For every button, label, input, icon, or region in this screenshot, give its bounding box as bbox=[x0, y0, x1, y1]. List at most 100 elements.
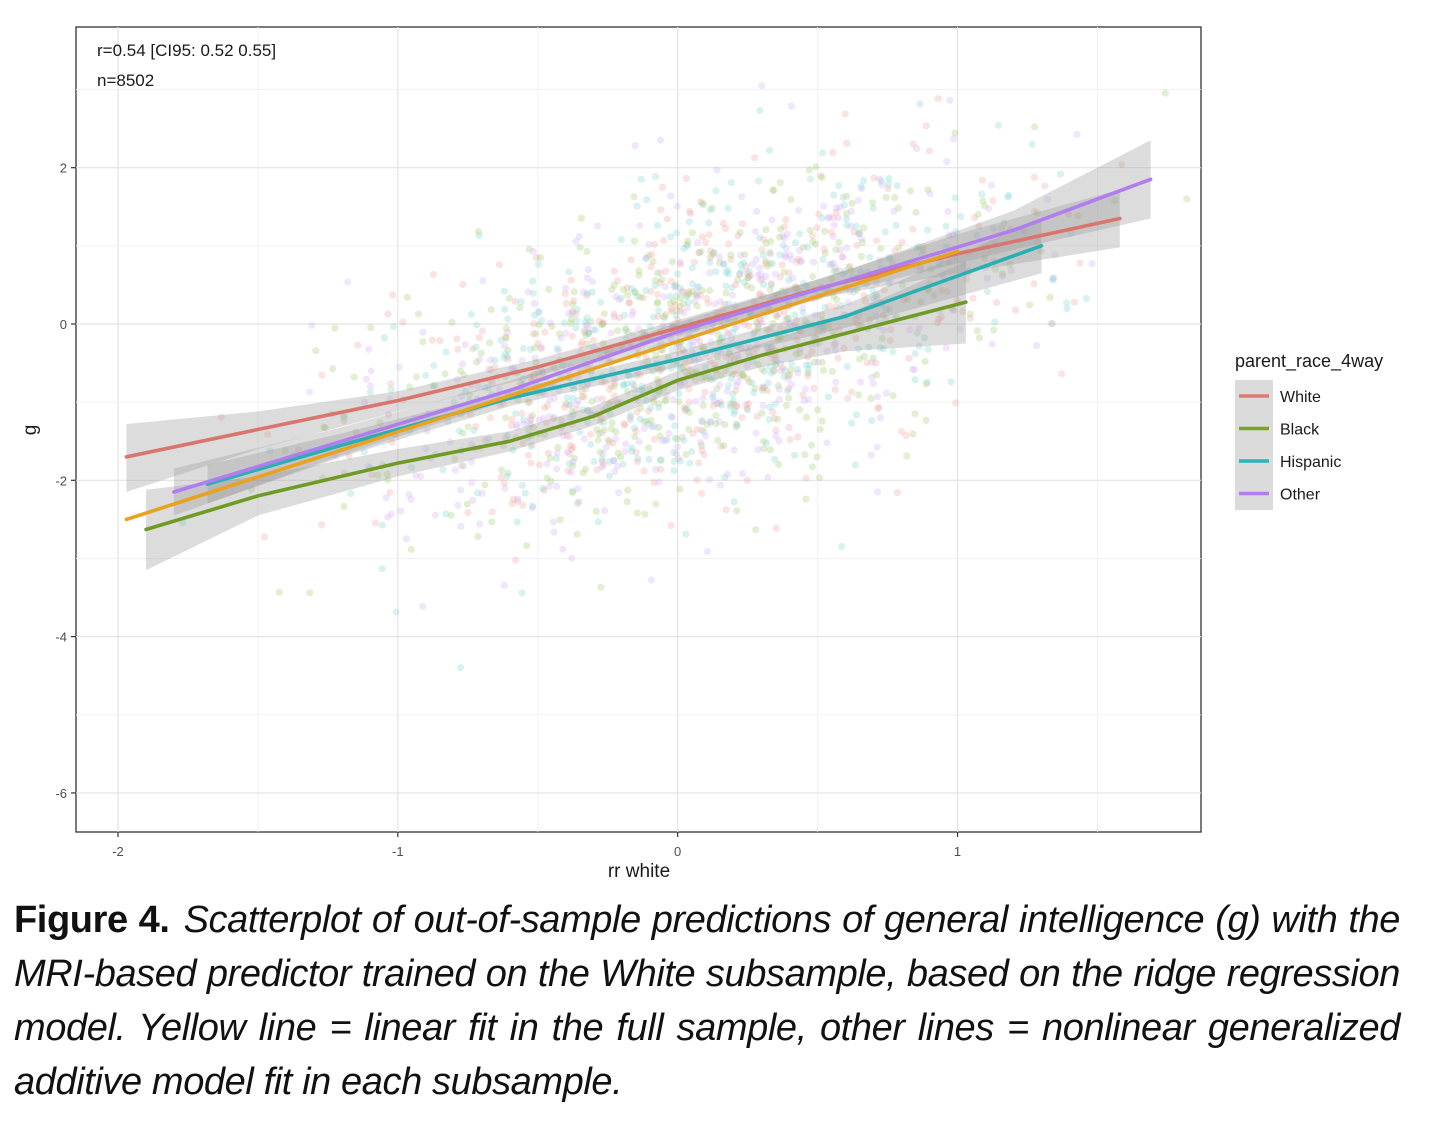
data-point bbox=[596, 448, 604, 456]
data-point bbox=[946, 96, 954, 104]
data-point bbox=[700, 343, 708, 351]
data-point bbox=[743, 282, 751, 290]
data-point bbox=[636, 371, 644, 379]
data-point bbox=[762, 226, 770, 234]
data-point bbox=[458, 360, 466, 368]
data-point bbox=[713, 166, 721, 174]
data-point bbox=[718, 305, 727, 313]
data-point bbox=[718, 401, 726, 409]
data-point bbox=[697, 342, 705, 350]
data-point bbox=[620, 311, 628, 319]
data-point bbox=[743, 476, 751, 484]
data-point bbox=[583, 274, 592, 282]
data-point bbox=[868, 199, 877, 207]
data-point bbox=[662, 267, 670, 275]
data-point bbox=[783, 387, 792, 395]
data-point bbox=[386, 488, 394, 497]
data-point bbox=[765, 363, 774, 371]
data-point bbox=[774, 291, 782, 299]
data-point bbox=[610, 310, 618, 318]
data-point bbox=[639, 294, 647, 302]
data-point bbox=[854, 391, 863, 399]
data-point bbox=[647, 288, 655, 296]
data-point bbox=[683, 240, 691, 249]
data-point bbox=[501, 342, 509, 350]
x-tick-label: -2 bbox=[112, 844, 124, 859]
data-point bbox=[811, 311, 819, 319]
data-point bbox=[689, 337, 697, 346]
data-point bbox=[553, 344, 562, 353]
data-point bbox=[714, 436, 722, 445]
data-point bbox=[732, 420, 740, 428]
data-point bbox=[759, 384, 767, 392]
data-point bbox=[835, 326, 843, 334]
data-point bbox=[879, 345, 888, 353]
data-point bbox=[487, 366, 495, 374]
data-point bbox=[565, 460, 573, 468]
data-point bbox=[600, 426, 608, 434]
data-point bbox=[523, 542, 531, 550]
data-point bbox=[737, 344, 745, 352]
data-point bbox=[657, 465, 665, 473]
data-point bbox=[565, 450, 574, 458]
data-point bbox=[744, 400, 753, 408]
data-point bbox=[548, 322, 556, 330]
data-point bbox=[698, 489, 706, 497]
data-point bbox=[788, 360, 796, 368]
data-point bbox=[923, 378, 931, 386]
data-point bbox=[685, 329, 693, 337]
data-point bbox=[431, 511, 439, 519]
data-point bbox=[679, 363, 687, 371]
data-point bbox=[674, 348, 683, 356]
data-point bbox=[742, 401, 751, 409]
data-point bbox=[919, 246, 927, 254]
data-point bbox=[783, 230, 791, 238]
data-point bbox=[537, 345, 546, 353]
data-point bbox=[581, 326, 589, 334]
data-point bbox=[876, 175, 884, 183]
data-point bbox=[840, 344, 848, 352]
data-point bbox=[500, 479, 508, 487]
data-point bbox=[500, 581, 508, 590]
data-point bbox=[659, 322, 667, 330]
data-point bbox=[1020, 227, 1028, 235]
data-point bbox=[645, 456, 653, 464]
data-point bbox=[511, 297, 519, 305]
y-tick-label: -4 bbox=[55, 630, 67, 645]
data-point bbox=[898, 238, 906, 246]
data-point bbox=[787, 196, 795, 204]
data-point bbox=[855, 230, 863, 238]
data-point bbox=[562, 329, 570, 337]
data-point bbox=[850, 288, 858, 296]
data-point bbox=[667, 277, 675, 285]
data-point bbox=[891, 194, 899, 202]
data-point bbox=[485, 365, 493, 373]
data-point bbox=[872, 371, 881, 379]
data-point bbox=[974, 210, 982, 218]
data-point bbox=[884, 184, 892, 193]
data-point bbox=[502, 334, 510, 342]
data-point bbox=[819, 255, 827, 263]
data-point bbox=[725, 350, 734, 358]
data-point bbox=[671, 283, 679, 291]
data-point bbox=[295, 446, 303, 454]
data-point bbox=[950, 135, 958, 143]
data-point bbox=[626, 416, 635, 424]
data-point bbox=[922, 122, 930, 130]
data-point bbox=[457, 486, 465, 494]
data-point bbox=[963, 275, 971, 283]
data-point bbox=[525, 420, 533, 428]
data-point bbox=[801, 317, 809, 325]
data-point bbox=[365, 345, 373, 353]
data-point bbox=[518, 356, 526, 364]
data-point bbox=[673, 316, 682, 324]
data-point bbox=[699, 401, 707, 409]
data-point bbox=[848, 419, 856, 427]
data-point bbox=[656, 269, 665, 277]
data-point bbox=[872, 278, 881, 287]
data-point bbox=[710, 397, 718, 405]
data-point bbox=[857, 183, 865, 191]
data-point bbox=[843, 362, 851, 371]
data-point bbox=[772, 291, 781, 300]
data-point bbox=[785, 423, 793, 432]
